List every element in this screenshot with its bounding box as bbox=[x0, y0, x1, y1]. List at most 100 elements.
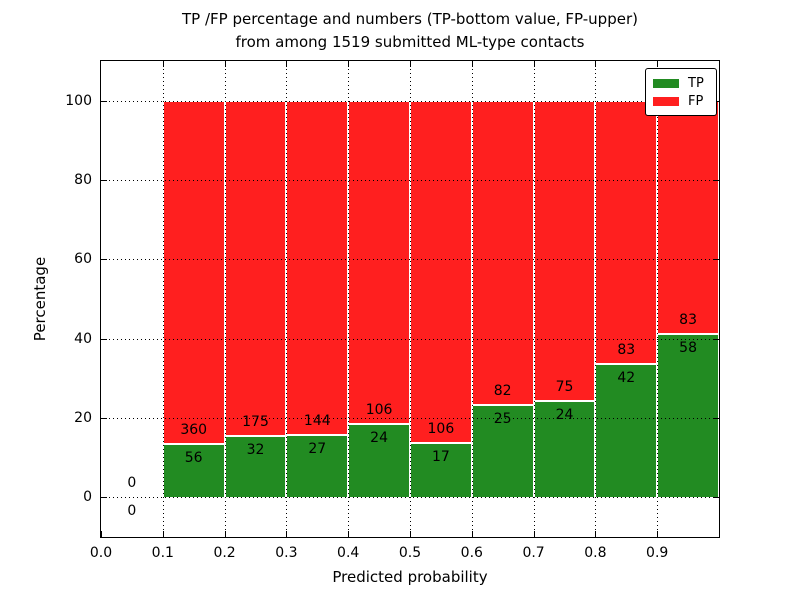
bar-value-label-tp: 42 bbox=[617, 370, 636, 387]
axis-tick bbox=[101, 418, 107, 419]
legend-swatch-fp bbox=[653, 96, 679, 106]
y-tick-label: 40 bbox=[74, 330, 92, 347]
axis-tick bbox=[533, 61, 535, 67]
bar-segment-tp bbox=[595, 364, 658, 498]
axis-tick bbox=[101, 259, 107, 261]
bar-value-label-tp: 25 bbox=[493, 410, 512, 427]
bar-segment-fp bbox=[657, 100, 719, 335]
axis-tick bbox=[657, 531, 659, 537]
axis-tick bbox=[101, 338, 107, 340]
bar-segment-tp bbox=[657, 334, 719, 498]
chart-title: TP /FP percentage and numbers (TP-bottom… bbox=[100, 8, 720, 54]
legend: TP FP bbox=[645, 68, 717, 116]
legend-entry: FP bbox=[653, 95, 709, 108]
bar-value-label-fp: 83 bbox=[617, 342, 636, 359]
axis-tick bbox=[410, 531, 411, 537]
x-axis-label: Predicted probability bbox=[332, 568, 488, 586]
x-tick-label: 0.4 bbox=[337, 545, 360, 561]
axis-tick bbox=[657, 61, 659, 67]
chart-title-line1: TP /FP percentage and numbers (TP-bottom… bbox=[182, 10, 638, 28]
axis-tick bbox=[713, 497, 719, 499]
bar-value-label-fp: 106 bbox=[365, 402, 393, 419]
gridline bbox=[471, 61, 473, 537]
axis-tick bbox=[348, 531, 350, 537]
gridline bbox=[533, 61, 535, 537]
bar-segment-tp bbox=[286, 434, 349, 498]
axis-tick bbox=[410, 61, 411, 67]
bar-value-label-fp: 106 bbox=[427, 420, 455, 437]
axis-tick bbox=[713, 259, 719, 261]
bar-value-label-tp: 32 bbox=[246, 442, 265, 458]
x-tick-label: 0.9 bbox=[646, 545, 669, 561]
y-tick-label: 60 bbox=[74, 251, 92, 268]
bar-value-label-fp: 144 bbox=[303, 412, 331, 429]
legend-entry: TP bbox=[653, 77, 709, 90]
legend-swatch-tp bbox=[653, 78, 679, 88]
axis-tick bbox=[348, 61, 350, 67]
y-tick-label: 0 bbox=[83, 489, 92, 506]
axis-tick bbox=[595, 531, 597, 537]
y-tick-label: 20 bbox=[74, 410, 92, 426]
bar-segment-fp bbox=[533, 100, 596, 402]
gridline bbox=[595, 61, 597, 537]
bar-value-label-tp: 56 bbox=[184, 449, 203, 466]
axis-tick bbox=[713, 338, 719, 340]
legend-label: FP bbox=[688, 93, 704, 109]
bar-segment-fp bbox=[224, 100, 287, 436]
bar-segment-tp bbox=[533, 401, 596, 498]
x-tick-label: 0.1 bbox=[151, 545, 174, 561]
bar-segment-tp bbox=[348, 424, 410, 498]
gridline bbox=[348, 61, 350, 537]
axis-tick bbox=[286, 531, 288, 537]
bar-value-label-tp: 24 bbox=[555, 407, 574, 424]
axis-tick bbox=[224, 61, 226, 67]
bar-value-label-fp: 83 bbox=[679, 312, 697, 329]
axis-tick bbox=[471, 61, 473, 67]
axis-tick bbox=[595, 61, 597, 67]
bar-segment-fp bbox=[410, 100, 472, 443]
bar-value-label-tp: 17 bbox=[431, 448, 450, 465]
x-tick-label: 0.3 bbox=[275, 545, 298, 561]
y-axis-label: Percentage bbox=[31, 256, 49, 342]
axis-tick bbox=[286, 61, 288, 67]
x-tick-label: 0.5 bbox=[398, 545, 422, 561]
x-tick-label: 0.2 bbox=[213, 545, 236, 561]
axis-tick bbox=[224, 531, 226, 537]
axis-tick bbox=[713, 180, 719, 181]
bar-segment-fp bbox=[286, 100, 349, 435]
x-tick-label: 0.6 bbox=[460, 545, 483, 561]
chart-title-line2: from among 1519 submitted ML-type contac… bbox=[235, 33, 585, 51]
gridline bbox=[286, 61, 288, 537]
bar-segment-tp bbox=[410, 442, 472, 498]
gridline bbox=[224, 61, 226, 537]
axis-tick bbox=[533, 531, 535, 537]
axis-tick bbox=[101, 100, 107, 102]
bar-value-label-tp: 24 bbox=[370, 430, 388, 447]
axis-tick bbox=[471, 531, 473, 537]
gridline bbox=[657, 61, 659, 537]
axis-tick bbox=[713, 418, 719, 419]
bar-segment-fp bbox=[348, 100, 410, 425]
y-tick-label: 100 bbox=[65, 92, 92, 109]
bar-value-label-tp: 0 bbox=[127, 503, 137, 520]
bar-segment-tp bbox=[471, 404, 534, 498]
bar-segment-tp bbox=[162, 443, 225, 498]
axis-tick bbox=[162, 531, 164, 537]
y-tick-label: 80 bbox=[74, 172, 92, 188]
bar-segment-fp bbox=[162, 100, 225, 444]
gridline bbox=[410, 61, 411, 537]
bar-value-label-fp: 75 bbox=[555, 379, 574, 396]
bar-segment-tp bbox=[224, 436, 287, 498]
bar-value-label-fp: 82 bbox=[493, 382, 512, 399]
axis-tick bbox=[101, 531, 102, 537]
axis-tick bbox=[162, 61, 164, 67]
bar-value-label-fp: 0 bbox=[127, 475, 137, 492]
axis-tick bbox=[101, 180, 107, 181]
x-tick-label: 0.8 bbox=[584, 545, 607, 561]
gridline bbox=[162, 61, 164, 537]
bar-value-label-tp: 58 bbox=[679, 340, 697, 357]
bar-value-label-tp: 27 bbox=[308, 440, 327, 457]
bar-value-label-fp: 175 bbox=[242, 414, 269, 430]
bar-segment-fp bbox=[471, 100, 534, 405]
plot-area: 0 0 360 56 175 32 144 27 106 24 106 17 82 25 75 24 83 42 8… bbox=[100, 60, 720, 538]
